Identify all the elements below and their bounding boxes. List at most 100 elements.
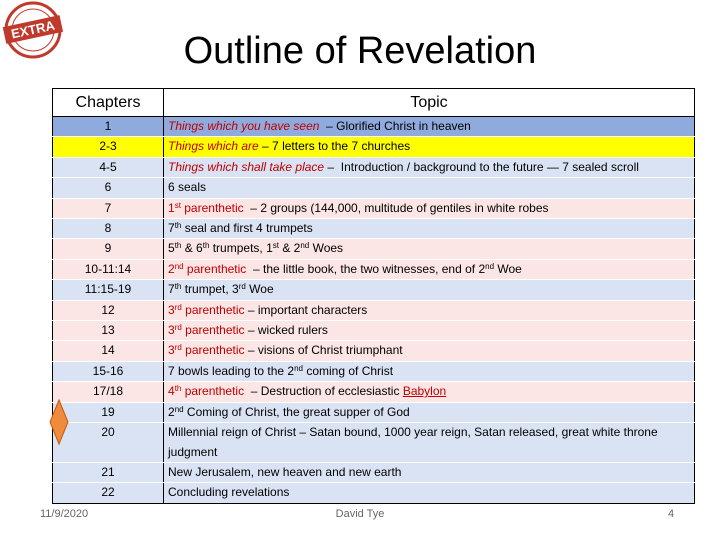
header-row: Chapters Topic	[52, 88, 695, 117]
table-row: 15-16 7 bowls leading to the 2nd coming o…	[52, 361, 695, 383]
chapter-cell: 1	[52, 116, 164, 138]
topic-text: 3	[168, 302, 175, 317]
footer-author: David Tye	[335, 508, 385, 520]
footer-date: 11/9/2020	[40, 508, 89, 520]
topic-text: th	[174, 221, 182, 231]
topic-text: – Glorified Christ in heaven	[319, 119, 471, 133]
chapter-cell: 4-5	[52, 157, 164, 179]
topic-cell: 5th & 6th trumpets, 1st & 2nd Woes	[163, 238, 695, 260]
table-row: 1 Things which you have seen – Glorified …	[52, 116, 695, 138]
topic-text: & 6	[181, 241, 203, 256]
chapter-cell: 19	[52, 402, 164, 424]
slide-title: Outline of Revelation	[183, 30, 537, 72]
topic-text: nd	[174, 261, 184, 271]
topic-cell: 4th parenthetic – Destruction of ecclesi…	[163, 381, 695, 403]
topic-text: 1	[168, 200, 175, 215]
topic-cell: 7th seal and first 4 trumpets	[163, 218, 695, 240]
topic-text: – 2 groups (144,000, multitude of gentil…	[243, 200, 549, 215]
topic-text: Millennial reign of Christ – Satan bound…	[168, 425, 661, 459]
topic-text: rd	[174, 302, 182, 312]
topic-text: 2	[168, 404, 175, 419]
topic-text: nd	[485, 261, 495, 271]
topic-text: parenthetic	[181, 302, 245, 317]
table-row: 11:15-19 7th trumpet, 3rd Woe	[52, 279, 695, 301]
topic-text: nd	[300, 241, 310, 251]
topic-text: 7 bowls leading to the 2	[168, 363, 295, 378]
topic-cell: Millennial reign of Christ – Satan bound…	[163, 422, 695, 463]
table-row: 21 New Jerusalem, new heaven and new eart…	[52, 462, 695, 484]
topic-text: Things which shall take place	[168, 159, 325, 174]
chapter-cell: 2-3	[52, 136, 164, 158]
topic-text: – visions of Christ triumphant	[244, 343, 403, 358]
chapter-cell: 14	[52, 340, 164, 362]
header-cell: Chapters	[52, 88, 164, 117]
table-row: 4-5 Things which shall take place – Intro…	[52, 157, 695, 179]
chapter-cell: 6	[52, 177, 164, 199]
chapter-cell: 7	[52, 198, 164, 220]
topic-text: 3	[168, 323, 175, 338]
topic-cell: 1st parenthetic – 2 groups (144,000, mul…	[163, 198, 695, 220]
topic-text: rd	[174, 343, 182, 353]
topic-text: 2	[168, 261, 175, 276]
chapter-cell: 11:15-19	[52, 279, 164, 301]
topic-text: New Jerusalem, new heaven and new earth	[168, 464, 402, 479]
chapter-cell: 8	[52, 218, 164, 240]
topic-text: Things which you have seen	[168, 119, 320, 133]
topic-text: nd	[174, 404, 184, 414]
topic-text: Babylon	[402, 384, 447, 399]
topic-text: coming of Christ	[303, 363, 394, 378]
chapter-cell: 15-16	[52, 361, 164, 383]
table-row: 13 3rd parenthetic – wicked rulers	[52, 320, 695, 342]
topic-text: 4	[168, 384, 175, 399]
chapter-cell: 9	[52, 238, 164, 260]
topic-cell: 2nd parenthetic – the little book, the t…	[163, 259, 695, 281]
topic-text: – the little book, the two witnesses, en…	[246, 261, 486, 276]
footer-page: 4	[668, 508, 675, 520]
topic-text: trumpet, 3	[181, 282, 239, 297]
topic-text: st	[174, 200, 181, 210]
table-row: 10-11:14 2nd parenthetic – the little boo…	[52, 259, 695, 281]
table-row: 14 3rd parenthetic – visions of Christ tr…	[52, 340, 695, 362]
topic-text: seal and first 4 trumpets	[181, 221, 313, 236]
topic-cell: 3rd parenthetic – wicked rulers	[163, 320, 695, 342]
topic-text: – Destruction of ecclesiastic	[244, 384, 403, 399]
table-row: 17/18 4th parenthetic – Destruction of ec…	[52, 381, 695, 403]
table-row: 2-3 Things which are – 7 letters to the 7…	[52, 136, 695, 158]
topic-text: & 2	[278, 241, 301, 256]
table-row: 6 6 seals	[52, 177, 695, 199]
topic-text: – important characters	[244, 302, 368, 317]
logo: EXTRA	[2, 1, 64, 59]
topic-text: Woe	[494, 261, 522, 276]
topic-text: parenthetic	[180, 200, 244, 215]
table-row: 8 7th seal and first 4 trumpets	[52, 218, 695, 240]
topic-cell: Things which shall take place – Introduc…	[163, 157, 695, 179]
diamond-marker	[49, 398, 69, 446]
header-cell: Topic	[163, 88, 695, 117]
topic-text: Things which are	[168, 139, 259, 154]
topic-text: th	[174, 241, 182, 251]
topic-cell: 7 bowls leading to the 2nd coming of Chr…	[163, 361, 695, 383]
table-row: 19 2nd Coming of Christ, the great supper…	[52, 402, 695, 424]
table-row: 9 5th & 6th trumpets, 1st & 2nd Woes	[52, 238, 695, 260]
table-row: 20 Millennial reign of Christ – Satan bou…	[52, 422, 695, 463]
topic-text: 7	[168, 282, 175, 297]
topic-text: Woe	[245, 282, 274, 297]
topic-text: parenthetic	[181, 384, 245, 399]
outline-table: Chapters Topic 1 Things which you have se…	[52, 88, 695, 504]
topic-text: Woes	[309, 241, 344, 256]
topic-text: Coming of Christ, the great supper of Go…	[183, 404, 410, 419]
topic-text: 7	[168, 221, 175, 236]
topic-cell: 3rd parenthetic – important characters	[163, 300, 695, 322]
topic-text: rd	[238, 282, 246, 292]
topic-text: nd	[294, 363, 303, 373]
topic-text: th	[202, 241, 210, 251]
table-row: 7 1st parenthetic – 2 groups (144,000, mu…	[52, 198, 695, 220]
chapter-cell: 12	[52, 300, 164, 322]
topic-text: 6 seals	[168, 180, 207, 195]
topic-text: parenthetic	[181, 343, 245, 358]
topic-text: th	[174, 384, 182, 394]
topic-text: st	[272, 241, 279, 251]
topic-cell: Concluding revelations	[163, 482, 695, 504]
topic-cell: Things which are – 7 letters to the 7 ch…	[163, 136, 695, 158]
